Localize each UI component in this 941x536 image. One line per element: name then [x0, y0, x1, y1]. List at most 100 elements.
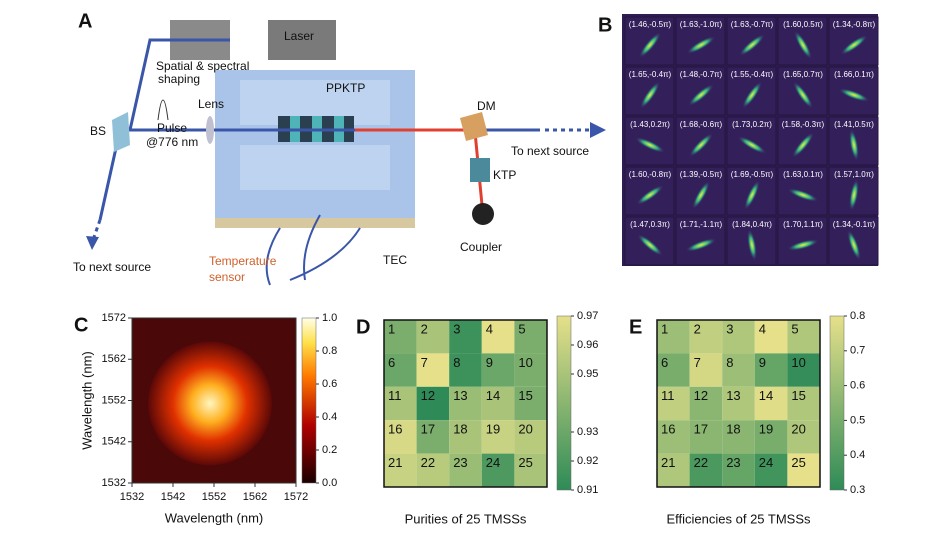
label: To next source [73, 260, 151, 274]
cell-label: 15 [518, 388, 532, 403]
cell [689, 320, 723, 354]
quadrature [794, 31, 812, 59]
heatmap-spot [148, 341, 272, 466]
cell [754, 320, 788, 354]
y-tick-label: 1572 [102, 312, 126, 324]
cell-label: 2 [694, 321, 701, 336]
cell-label: 23 [453, 455, 467, 470]
cell-label: (1.66,0.1π) [834, 70, 874, 79]
panel-label: B [598, 14, 612, 36]
colorbar-tick-label: 0.8 [322, 345, 337, 357]
cell-label: (1.63,-0.7π) [731, 20, 774, 29]
label: BS [90, 124, 106, 138]
cell-label: 6 [661, 355, 668, 370]
cell-label: 8 [453, 355, 460, 370]
cell-label: (1.39,-0.5π) [680, 170, 723, 179]
cell-label: (1.55,-0.4π) [731, 70, 774, 79]
cell [689, 353, 723, 387]
cell [416, 386, 450, 421]
cell [449, 353, 482, 387]
cell-label: 4 [486, 321, 493, 336]
cell [787, 320, 820, 354]
cell [722, 353, 755, 387]
cell-label: (1.60,0.5π) [783, 20, 823, 29]
cell [416, 353, 450, 387]
cell [384, 386, 417, 421]
dichroic-mirror [460, 112, 488, 141]
cell [722, 386, 755, 421]
cell-label: 21 [388, 455, 402, 470]
y-tick-label: 1562 [102, 353, 126, 365]
ktp [470, 158, 490, 182]
x-tick-label: 1562 [243, 491, 267, 503]
label: sensor [209, 270, 245, 284]
cell-label: 11 [388, 388, 402, 403]
cell [416, 420, 450, 454]
cell-label: 13 [453, 388, 467, 403]
cell [675, 216, 726, 266]
quadrature [687, 36, 715, 54]
cell-label: 17 [421, 422, 435, 437]
x-tick-label: 1572 [284, 491, 308, 503]
cell [722, 420, 755, 454]
panel-label: E [629, 316, 642, 338]
quadrature [849, 179, 859, 211]
cell-label: 18 [726, 422, 740, 437]
quadrature [847, 229, 861, 261]
cell [754, 420, 788, 454]
colorbar-tick-label: 0.96 [577, 339, 598, 351]
colorbar-tick-label: 0.2 [322, 444, 337, 456]
y-tick-label: 1552 [102, 394, 126, 406]
cell [449, 386, 482, 421]
cell-label: 15 [791, 388, 805, 403]
label: KTP [493, 168, 516, 182]
cell-label: 19 [759, 422, 773, 437]
label: Coupler [460, 240, 502, 254]
cell-label: (1.65,-0.4π) [629, 70, 672, 79]
cell [657, 386, 690, 421]
colorbar-tick-label: 0.5 [850, 414, 865, 426]
colorbar-tick-label: 0.6 [322, 378, 337, 390]
quadrature [637, 234, 663, 256]
label: shaping [158, 72, 200, 86]
colorbar-tick-label: 0.3 [850, 484, 865, 496]
cell [514, 453, 547, 487]
cell [689, 386, 723, 421]
quadrature [793, 81, 813, 109]
cell [481, 453, 515, 487]
cell-label: 18 [453, 422, 467, 437]
cell-label: 1 [388, 321, 395, 336]
cell [384, 420, 417, 454]
x-tick-label: 1532 [120, 491, 144, 503]
colorbar-tick-label: 0.91 [577, 484, 598, 496]
cell-label: (1.46,-0.5π) [629, 20, 672, 29]
colorbar-tick-label: 0.6 [850, 380, 865, 392]
cell-label: 2 [421, 321, 428, 336]
cell [787, 353, 820, 387]
cell-label: 24 [759, 455, 773, 470]
label: Spatial & spectral [156, 59, 249, 73]
colorbar-tick-label: 0.0 [322, 477, 337, 489]
label: Laser [284, 29, 314, 43]
cell [514, 353, 547, 387]
cell-label: (1.41,0.5π) [834, 120, 874, 129]
cell-label: 5 [518, 321, 525, 336]
colorbar-tick-label: 0.92 [577, 455, 598, 467]
label: DM [477, 99, 496, 113]
quadrature [738, 136, 766, 154]
plot-frame [383, 319, 548, 488]
quadrature [688, 84, 714, 106]
colorbar [829, 315, 845, 491]
cell-label: 5 [791, 321, 798, 336]
block [240, 145, 390, 190]
y-tick-label: 1532 [102, 477, 126, 489]
coupler [472, 203, 494, 225]
cell [416, 320, 450, 354]
x-tick-label: 1552 [202, 491, 226, 503]
cell-label: 25 [518, 455, 532, 470]
plot-frame [656, 319, 821, 488]
cell-label: (1.34,-0.1π) [833, 220, 876, 229]
cell-label: 4 [759, 321, 766, 336]
cell-label: 10 [518, 355, 532, 370]
panel-label: C [74, 314, 88, 336]
